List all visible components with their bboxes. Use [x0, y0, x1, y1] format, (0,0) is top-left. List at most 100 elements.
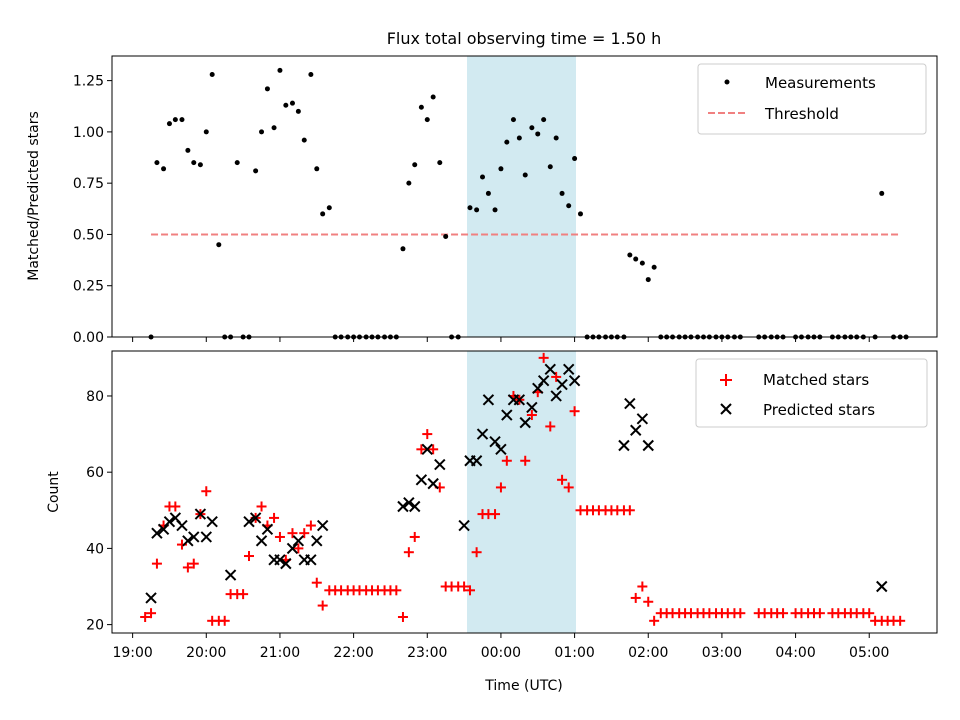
- matched-star-marker: [311, 577, 322, 588]
- matched-star-marker: [170, 501, 181, 512]
- legend-measurements-label: Measurements: [765, 74, 876, 92]
- predicted-star-marker: [562, 363, 575, 375]
- measurement-point: [566, 203, 572, 209]
- measurement-point: [480, 174, 486, 180]
- matched-star-marker: [201, 486, 212, 497]
- measurement-point: [443, 233, 449, 239]
- matched-star-marker: [182, 562, 193, 573]
- measurement-point: [706, 334, 712, 340]
- bottom-ytick-label: 60: [86, 465, 104, 481]
- matched-star-marker: [778, 608, 789, 619]
- matched-star-marker: [557, 474, 568, 485]
- measurement-point: [829, 334, 835, 340]
- bottom-xtick-label: 02:00: [628, 645, 668, 661]
- legend-measurements-marker: [724, 79, 730, 85]
- matched-star-marker: [422, 429, 433, 440]
- measurement-point: [216, 242, 222, 248]
- bottom-xtick-label: 22:00: [333, 645, 373, 661]
- measurement-point: [805, 334, 811, 340]
- predicted-star-marker: [188, 531, 200, 543]
- predicted-star-marker: [305, 554, 317, 566]
- bottom-xtick-label: 03:00: [702, 645, 742, 661]
- bottom-xtick-label: 05:00: [849, 645, 889, 661]
- predicted-star-marker: [206, 516, 218, 528]
- measurement-point: [713, 334, 719, 340]
- matched-star-marker: [563, 482, 574, 493]
- top-legend: Measurements Threshold: [697, 63, 927, 135]
- predicted-star-marker: [532, 382, 544, 395]
- matched-star-marker: [269, 512, 280, 523]
- measurement-point: [553, 135, 559, 141]
- top-ylabel: Matched/Predicted stars: [26, 111, 42, 281]
- measurement-point: [166, 121, 172, 127]
- matched-star-marker: [391, 585, 402, 596]
- measurement-point: [872, 334, 878, 340]
- matched-star-marker: [501, 455, 512, 466]
- top-ytick-label: 0.25: [73, 279, 104, 295]
- measurement-point: [400, 246, 406, 252]
- matched-star-marker: [244, 551, 255, 562]
- bottom-xtick-label: 23:00: [407, 645, 447, 661]
- bottom-legend: Matched stars Predicted stars: [695, 358, 928, 428]
- matched-star-marker: [814, 608, 825, 619]
- measurement-point: [154, 160, 160, 166]
- predicted-star-marker: [176, 519, 188, 532]
- predicted-star-marker: [151, 527, 163, 539]
- measurement-point: [614, 334, 620, 340]
- measurement-point: [768, 334, 774, 340]
- legend-matched-marker: [720, 374, 732, 386]
- measurement-point: [835, 334, 841, 340]
- top-panel: Flux total observing time = 1.50 h Match…: [26, 29, 938, 346]
- matched-star-marker: [299, 528, 310, 539]
- measurement-point: [209, 71, 215, 77]
- measurement-point: [289, 100, 295, 106]
- bottom-xtick-label: 21:00: [260, 645, 300, 661]
- measurement-point: [222, 334, 228, 340]
- measurement-point: [700, 334, 706, 340]
- legend-matched-label: Matched stars: [763, 371, 869, 389]
- top-ytick-label: 1.00: [73, 125, 104, 141]
- measurement-point: [332, 334, 338, 340]
- top-yticks: 0.00 0.25 0.50 0.75 1.00 1.25: [73, 74, 112, 346]
- matched-star-marker: [864, 608, 875, 619]
- predicted-star-marker: [470, 455, 483, 467]
- matched-star-marker: [637, 581, 648, 592]
- measurement-point: [651, 264, 657, 270]
- measurement-point: [737, 334, 743, 340]
- predicted-star-marker: [292, 535, 305, 547]
- measurement-point: [308, 71, 314, 77]
- measurement-point: [688, 334, 694, 340]
- bottom-xtick-label: 01:00: [554, 645, 594, 661]
- measurement-point: [891, 334, 897, 340]
- predicted-star-marker: [182, 535, 194, 547]
- matched-star-marker: [490, 509, 501, 520]
- matched-star-marker: [551, 371, 562, 382]
- matched-star-marker: [238, 589, 249, 600]
- predicted-star-marker: [145, 592, 157, 604]
- matched-star-marker: [630, 592, 641, 603]
- measurement-point: [522, 172, 528, 178]
- measurement-point: [762, 334, 768, 340]
- predicted-star-marker: [489, 435, 501, 448]
- measurement-point: [670, 334, 676, 340]
- predicted-star-marker: [636, 413, 649, 425]
- predicted-star-marker: [568, 375, 581, 387]
- measurement-point: [393, 334, 399, 340]
- measurement-point: [510, 117, 516, 123]
- top-ytick-label: 0.50: [73, 227, 104, 243]
- measurement-point: [375, 334, 381, 340]
- predicted-star-marker: [519, 416, 531, 429]
- bottom-xtick-label: 19:00: [112, 645, 152, 661]
- measurement-point: [584, 334, 590, 340]
- matched-star-marker: [397, 611, 408, 622]
- measurement-point: [345, 334, 351, 340]
- measurement-point: [590, 334, 596, 340]
- measurement-point: [320, 211, 326, 217]
- measurement-point: [793, 334, 799, 340]
- measurement-point: [682, 334, 688, 340]
- measurement-point: [725, 334, 731, 340]
- measurement-point: [234, 160, 240, 166]
- measurement-point: [780, 334, 786, 340]
- predicted-star-marker: [249, 512, 262, 524]
- matched-star-marker: [569, 406, 580, 417]
